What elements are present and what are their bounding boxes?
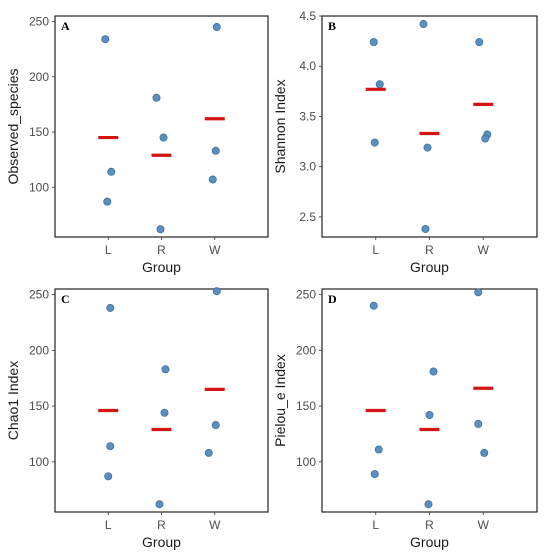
data-point [423,143,432,152]
panel-a: 100 150 200 250 L R W Group Observed_species A [5,15,269,275]
data-point [103,197,112,206]
data-point [156,225,165,234]
x-tick-label: R [157,518,166,532]
panel-border [54,15,269,238]
data-point [474,419,483,428]
y-tick-label: 4.0 [299,59,316,73]
data-point [419,20,428,29]
y-tick-label: 100 [296,455,316,469]
data-point [369,38,378,47]
data-point [425,410,434,419]
x-axis-title: Group [142,259,181,275]
y-tick-label: 150 [296,399,316,413]
x-axis-title: Group [142,534,181,550]
data-point [161,365,170,374]
x-tick-label: L [105,518,112,532]
data-point [159,133,168,142]
x-tick-label: R [425,243,434,257]
panel-label: A [61,19,70,33]
data-point [374,445,383,454]
data-point [421,224,430,233]
data-point [212,23,221,32]
data-point [211,421,220,430]
data-point [155,500,164,509]
y-axis-title: Shannon Index [272,79,288,173]
x-tick-label: W [209,243,221,257]
data-point [480,448,489,457]
data-point [475,38,484,47]
y-axis-title: Observed_species [5,69,21,185]
panel-d: 100 150 200 250 L R W Group Pielou_e Index D [272,288,538,550]
y-tick-label: 200 [29,343,49,357]
y-axis-title: Pielou_e Index [272,354,288,447]
y-tick-label: 250 [29,288,49,302]
y-tick-label: 200 [29,70,49,84]
y-tick-label: 3.5 [299,109,316,123]
y-tick-label: 250 [29,15,49,29]
x-tick-label: W [478,518,490,532]
panel-border [54,288,269,513]
x-tick-label: R [425,518,434,532]
y-tick-label: 2.5 [299,210,316,224]
y-tick-label: 4.5 [299,9,316,23]
y-tick-label: 250 [296,288,316,302]
data-point [106,303,115,312]
data-point [370,138,379,147]
data-point [474,288,483,297]
y-tick-label: 3.0 [299,160,316,174]
y-tick-label: 150 [29,399,49,413]
data-point [375,80,384,89]
data-point [107,167,116,176]
x-tick-label: L [372,243,379,257]
y-tick-label: 100 [29,180,49,194]
data-point [212,287,221,296]
data-point [208,175,217,184]
x-axis-title: Group [410,534,449,550]
panel-border [321,288,538,513]
data-point [211,146,220,155]
y-tick-label: 150 [29,125,49,139]
data-point [369,301,378,310]
x-tick-label: L [372,518,379,532]
panel-border [321,15,538,238]
y-tick-label: 200 [296,343,316,357]
x-tick-label: W [209,518,221,532]
data-point [106,442,115,451]
panel-label: C [61,292,70,306]
x-tick-label: W [478,243,490,257]
data-point [101,35,110,44]
data-point [104,472,113,481]
data-point [160,408,169,417]
data-point [429,367,438,376]
y-axis-title: Chao1 Index [5,361,21,440]
x-tick-label: L [105,243,112,257]
panel-label: B [328,19,336,33]
panel-b: 2.5 3.0 3.5 4.0 4.5 L R W Group Shannon Index B [272,9,538,275]
x-axis-title: Group [410,259,449,275]
x-tick-label: R [157,243,166,257]
data-point [424,500,433,509]
y-tick-label: 100 [29,455,49,469]
data-point [481,134,490,143]
data-point [152,93,161,102]
data-point [204,448,213,457]
panel-c: 100 150 200 250 L R W Group Chao1 Index C [5,287,269,550]
panel-label: D [328,292,337,306]
data-point [370,470,379,479]
